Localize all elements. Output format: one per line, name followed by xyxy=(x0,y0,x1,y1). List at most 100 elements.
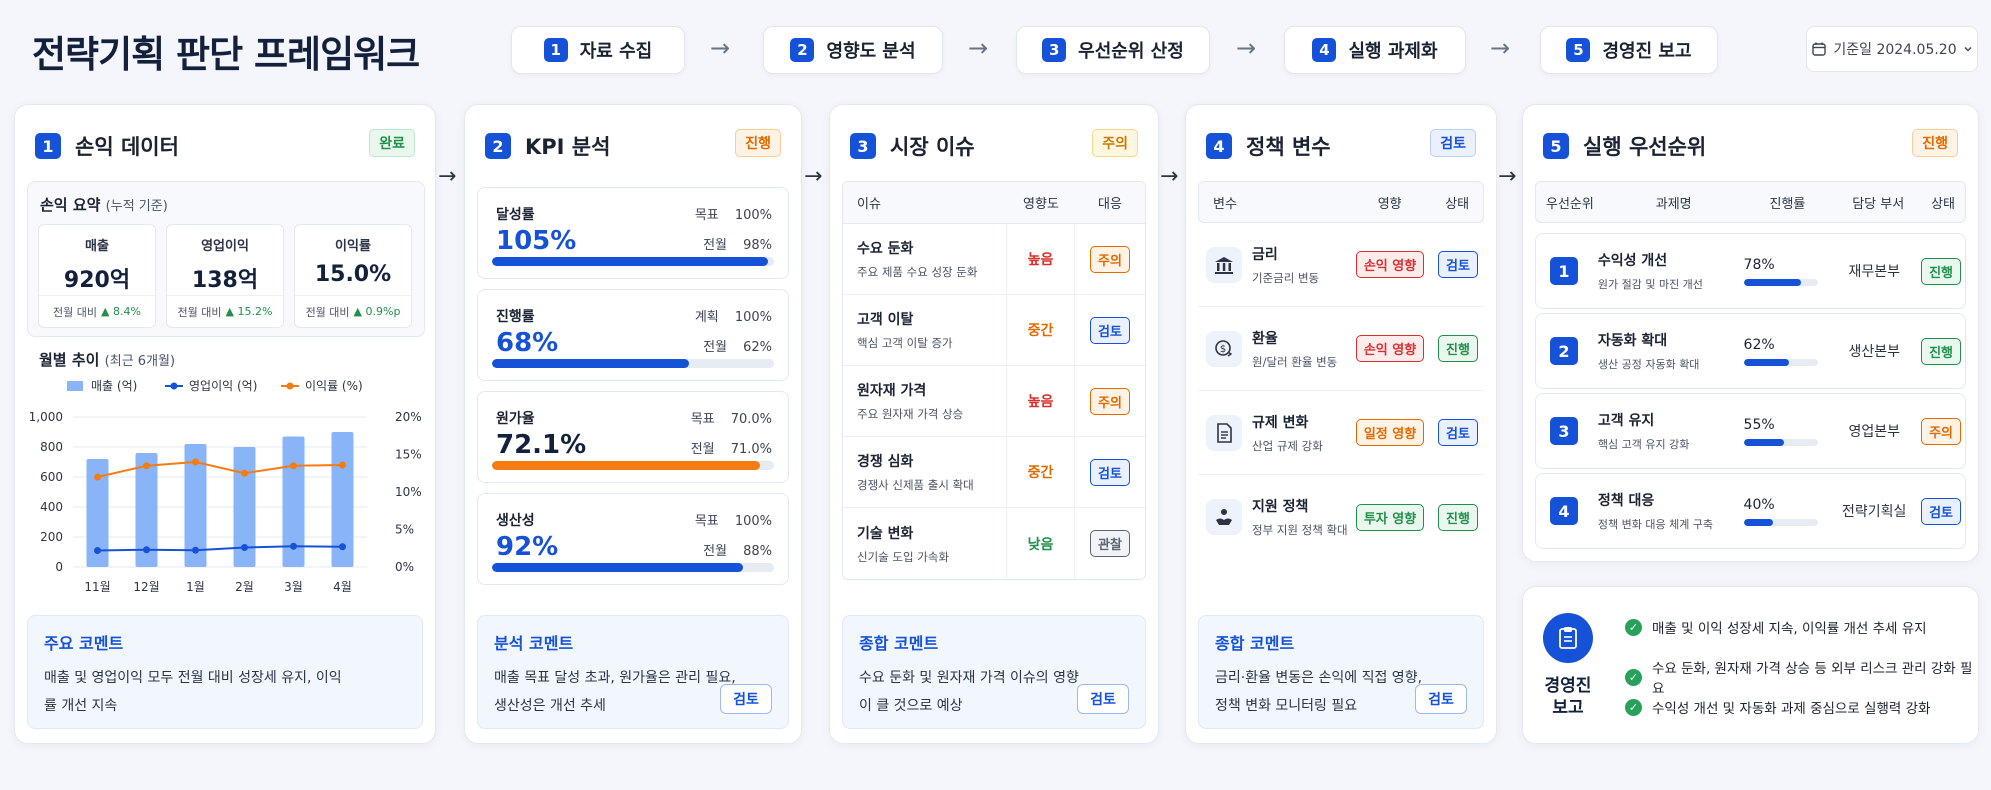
policy-subtitle: 정부 지원 정책 확대 xyxy=(1252,523,1348,537)
date-label: 기준일 2024.05.20 xyxy=(1833,42,1957,58)
kpi-ref-label: 전월 xyxy=(703,544,728,559)
kpi-ref-label: 전월 xyxy=(703,340,728,355)
report-item: ✓ 매출 및 이익 성장세 지속, 이익률 개선 추세 유지 xyxy=(1625,617,1927,637)
step-number: 4 xyxy=(1312,38,1337,62)
policy-subtitle: 기준금리 변동 xyxy=(1252,270,1320,285)
task-subtitle: 정책 변화 대응 체계 구축 xyxy=(1597,518,1714,531)
action-badge: 주의 xyxy=(1090,245,1130,273)
column-header: 영향도 xyxy=(1023,197,1059,212)
pnl-summary: 손익 요약 (누적 기준) 매출 920억 전월 대비 ▲ 8.4% 영업이익 1… xyxy=(27,181,425,337)
data-point xyxy=(339,461,346,469)
arrow-right-icon: → xyxy=(438,164,457,189)
review-button[interactable]: 검토 xyxy=(720,684,772,714)
status-badge: 진행 xyxy=(1921,337,1962,365)
table-row[interactable]: 규제 변화 산업 규제 강화 일정 영향 검토 xyxy=(1198,391,1484,475)
arrow-right-icon: → xyxy=(968,34,989,62)
priority-row[interactable]: 2 자동화 확대 생산 공정 자동화 확대 62% 생산본부 진행 xyxy=(1535,313,1966,389)
department: 생산본부 xyxy=(1848,344,1900,360)
y-left-tick-label: 0 xyxy=(55,560,63,574)
y-left-tick-label: 600 xyxy=(40,470,63,484)
legend-label: 이익률 (%) xyxy=(305,379,363,393)
kpi-margin: 이익률 15.0% 전월 대비 ▲ 0.9%p xyxy=(294,224,412,328)
step-prioritization[interactable]: 3 우선순위 산정 xyxy=(1016,26,1210,74)
table-row[interactable]: 수요 둔화 주요 제품 수요 성장 둔화 높음 주의 xyxy=(843,224,1145,295)
data-point xyxy=(143,462,150,470)
issue-title: 원자재 가격 xyxy=(857,383,927,399)
progress-bar xyxy=(1743,438,1818,446)
progress-bar xyxy=(1743,278,1818,286)
step-action-items[interactable]: 4 실행 과제화 xyxy=(1284,26,1466,74)
report-item: ✓ 수익성 개선 및 자동화 과제 중심으로 실행력 강화 xyxy=(1625,697,1930,717)
progress-bar xyxy=(492,257,774,266)
task-subtitle: 원가 절감 및 마진 개선 xyxy=(1597,278,1703,291)
card-market-issues: 3 시장 이슈 주의 이슈 영향도 대응 수요 둔화 주요 제품 수요 성장 둔… xyxy=(829,104,1159,744)
data-point xyxy=(241,544,248,551)
impact-level: 중간 xyxy=(1007,295,1075,365)
table-row[interactable]: 지원 정책 정부 지원 정책 확대 투자 영향 진행 xyxy=(1198,475,1484,559)
comment-title: 주요 코멘트 xyxy=(44,634,124,653)
chart-title: 월별 추이 xyxy=(39,351,100,369)
data-point xyxy=(94,547,101,554)
step-data-collection[interactable]: 1 자료 수집 xyxy=(511,26,685,74)
status-badge: 검토 xyxy=(1438,251,1478,278)
step-executive-report[interactable]: 5 경영진 보고 xyxy=(1540,26,1718,74)
column-header: 변수 xyxy=(1213,196,1237,212)
column-header: 담당 부서 xyxy=(1852,196,1905,212)
bar xyxy=(282,436,305,567)
issue-subtitle: 주요 제품 수요 성장 둔화 xyxy=(857,265,978,279)
table-row[interactable]: 기술 변화 신기술 도입 가속화 낮음 관찰 xyxy=(843,508,1145,579)
status-badge: 진행 xyxy=(1438,335,1478,362)
check-icon: ✓ xyxy=(1625,668,1642,686)
progress-label: 78% xyxy=(1743,256,1775,273)
comment-text: 금리·환율 변동은 손익에 직접 영향, 정책 변화 모니터링 필요 xyxy=(1215,670,1423,714)
progress-bar xyxy=(492,359,774,368)
step-impact-analysis[interactable]: 2 영향도 분석 xyxy=(763,26,943,74)
card-kpi-analysis: 2 KPI 분석 진행 달성률 105% 목표 100% 전월 98% 진행률 68… xyxy=(464,104,802,744)
table-header: 변수 영향 상태 xyxy=(1198,181,1484,223)
kpi-value: 138억 xyxy=(191,268,259,293)
legend-label: 영업이익 (억) xyxy=(189,379,257,393)
document-icon xyxy=(1206,414,1242,451)
arrow-right-icon: → xyxy=(710,34,731,62)
priority-rank: 2 xyxy=(1549,337,1578,365)
priority-row[interactable]: 4 정책 대응 정책 변화 대응 체계 구축 40% 전략기획실 검토 xyxy=(1535,473,1966,549)
kpi-value: 72.1% xyxy=(496,430,587,460)
table-row[interactable]: 금리 기준금리 변동 손익 영향 검토 xyxy=(1198,223,1484,307)
card-header: 2 KPI 분석 xyxy=(485,131,610,161)
progress-fill xyxy=(492,257,769,266)
kpi-value: 105% xyxy=(496,226,577,256)
table-row[interactable]: $ 환율 원/달러 환율 변동 손익 영향 진행 xyxy=(1198,307,1484,391)
y-left-tick-label: 800 xyxy=(40,440,63,454)
kpi-ref-value: 62% xyxy=(743,340,772,355)
series-line xyxy=(97,545,343,552)
data-point xyxy=(290,462,297,470)
card-number: 1 xyxy=(35,133,61,159)
column-header: 상태 xyxy=(1931,196,1956,212)
comment-title: 종합 코멘트 xyxy=(859,634,939,653)
policy-title: 금리 xyxy=(1252,246,1278,263)
y-left-tick-label: 1,000 xyxy=(29,410,63,424)
status-badge: 진행 xyxy=(735,129,781,157)
progress-fill xyxy=(1743,518,1774,526)
review-button[interactable]: 검토 xyxy=(1415,684,1467,714)
check-icon: ✓ xyxy=(1625,698,1642,716)
data-point xyxy=(94,473,101,481)
issue-subtitle: 주요 원자재 가격 상승 xyxy=(857,407,964,421)
executive-report-panel: 경영진 보고 ✓ 매출 및 이익 성장세 지속, 이익률 개선 추세 유지 ✓ 수요 … xyxy=(1522,586,1979,744)
table-row[interactable]: 고객 이탈 핵심 고객 이탈 증가 중간 검토 xyxy=(843,295,1145,366)
y-left-tick-label: 400 xyxy=(40,500,63,514)
step-label: 경영진 보고 xyxy=(1602,41,1692,62)
task-title: 고객 유지 xyxy=(1597,413,1655,429)
x-tick-label: 3월 xyxy=(284,580,303,594)
table-row[interactable]: 경쟁 심화 경쟁사 신제품 출시 확대 중간 검토 xyxy=(843,437,1145,508)
priority-row[interactable]: 1 수익성 개선 원가 절감 및 마진 개선 78% 재무본부 진행 xyxy=(1535,233,1966,309)
priority-row[interactable]: 3 고객 유지 핵심 고객 유지 강화 55% 영업본부 주의 xyxy=(1535,393,1966,469)
table-row[interactable]: 원자재 가격 주요 원자재 가격 상승 높음 주의 xyxy=(843,366,1145,437)
card-header: 1 손익 데이터 xyxy=(35,131,179,161)
y-right-tick-label: 15% xyxy=(395,448,422,462)
progress-bar xyxy=(492,461,774,470)
review-button[interactable]: 검토 xyxy=(1077,684,1129,714)
date-selector[interactable]: 기준일 2024.05.20 xyxy=(1806,26,1978,72)
bar xyxy=(86,459,109,567)
bank-icon xyxy=(1206,246,1242,283)
